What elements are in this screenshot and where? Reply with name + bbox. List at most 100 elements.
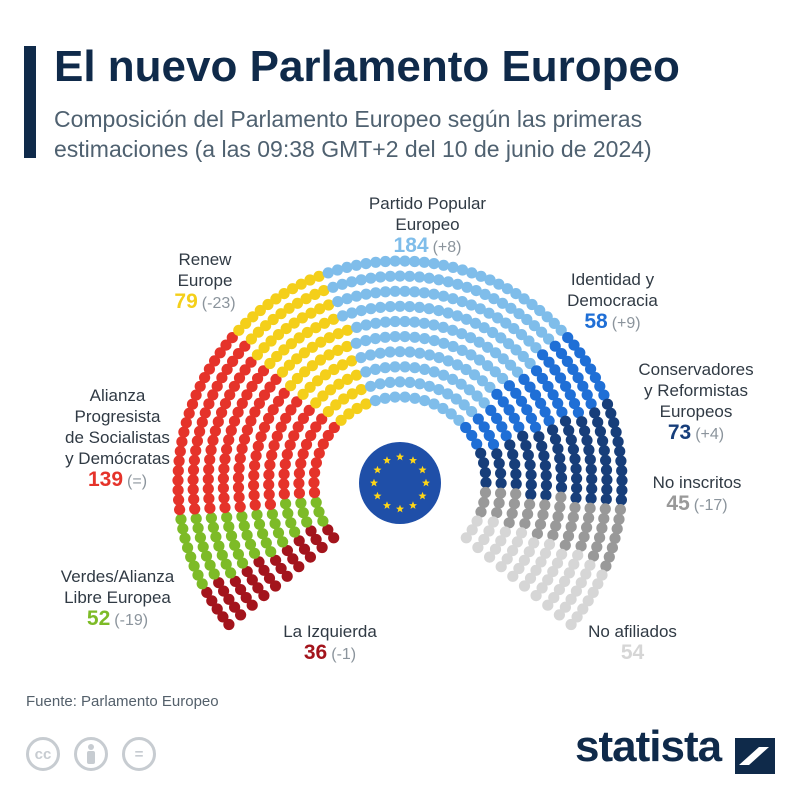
seat-party-2 (285, 404, 297, 416)
seat-party-4 (505, 359, 517, 371)
chart-subtitle: Composición del Parlamento Europeo según… (54, 106, 652, 162)
seat-party-3 (306, 360, 318, 372)
seat-party-4 (341, 261, 353, 273)
seat-party-2 (228, 380, 240, 392)
seat-party-4 (478, 397, 490, 409)
seat-party-6 (586, 483, 598, 495)
label-id-change: (+9) (611, 315, 641, 332)
seat-party-4 (428, 288, 440, 300)
seat-party-0 (258, 590, 270, 602)
seat-party-2 (241, 424, 253, 436)
seat-party-8 (523, 546, 535, 558)
seat-party-8 (575, 577, 587, 589)
label-ecr-name-2: y Reformistas (644, 381, 748, 400)
seat-party-5 (466, 429, 478, 442)
seat-party-4 (456, 328, 468, 340)
seat-party-2 (174, 445, 186, 457)
seat-party-6 (601, 474, 613, 486)
seat-party-1 (297, 507, 309, 519)
seat-party-4 (384, 346, 396, 358)
seat-party-5 (589, 372, 602, 384)
seat-party-0 (253, 556, 265, 568)
seat-party-2 (209, 425, 221, 437)
seat-party-4 (456, 296, 468, 308)
seat-party-5 (581, 389, 593, 401)
seat-party-2 (310, 457, 322, 469)
seat-party-4 (350, 337, 362, 349)
seat-party-8 (472, 541, 484, 554)
seat-party-2 (268, 440, 280, 452)
seat-party-2 (203, 493, 215, 505)
seat-party-8 (530, 590, 542, 602)
seat-party-4 (331, 264, 344, 276)
seat-party-8 (495, 561, 507, 573)
seat-party-6 (589, 407, 601, 419)
seat-party-4 (474, 303, 486, 315)
seat-party-4 (433, 384, 445, 396)
no-derivatives-icon[interactable]: = (122, 737, 156, 771)
seat-party-4 (447, 293, 459, 305)
seat-party-2 (252, 372, 264, 385)
seat-party-8 (524, 572, 537, 584)
seat-party-6 (522, 449, 534, 461)
seat-party-2 (241, 389, 253, 401)
seat-party-6 (507, 448, 519, 461)
seat-party-4 (384, 376, 396, 388)
seat-party-7 (552, 510, 564, 523)
seat-party-8 (513, 562, 525, 575)
seat-party-6 (495, 477, 507, 489)
label-ecr-name-1: Conservadores (638, 360, 754, 379)
label-izquierda-change: (-1) (331, 646, 357, 663)
seat-party-4 (399, 315, 411, 328)
seat-party-5 (500, 430, 512, 442)
label-sd-name-4: y Demócratas (65, 449, 170, 468)
seat-party-2 (227, 355, 239, 367)
seat-party-4 (468, 369, 481, 381)
seat-party-2 (234, 452, 246, 464)
seat-party-2 (280, 412, 292, 424)
seat-party-6 (584, 454, 596, 466)
attribution-person-icon[interactable] (74, 737, 108, 771)
seat-party-2 (216, 406, 228, 419)
seat-party-2 (249, 499, 261, 511)
seat-party-1 (251, 509, 263, 521)
seat-party-4 (510, 288, 522, 300)
statista-logo-icon[interactable] (735, 738, 775, 774)
seat-party-4 (489, 366, 501, 378)
seat-party-8 (553, 609, 566, 621)
label-ecr: Conservadores y Reformistas Europeos 73(… (606, 359, 786, 445)
seat-party-2 (284, 439, 296, 451)
seat-party-4 (524, 357, 536, 370)
seat-party-6 (570, 492, 582, 504)
eu-star-icon (396, 504, 404, 513)
seat-party-8 (528, 537, 540, 549)
statista-logo-text[interactable]: statista (575, 722, 722, 771)
seat-party-7 (599, 503, 611, 515)
seat-party-4 (497, 353, 509, 365)
label-id-name-2: Democracia (567, 291, 658, 310)
seat-party-3 (327, 313, 340, 325)
seat-party-0 (258, 564, 270, 576)
seat-party-4 (515, 329, 528, 341)
seat-party-1 (277, 536, 289, 548)
seat-party-2 (293, 477, 305, 489)
seat-party-4 (409, 316, 421, 328)
seat-party-6 (585, 493, 597, 505)
seat-party-0 (270, 554, 282, 566)
seat-party-1 (282, 507, 294, 519)
seat-party-5 (510, 387, 522, 399)
seat-party-3 (325, 384, 337, 396)
seat-party-3 (297, 388, 309, 400)
seat-party-2 (202, 473, 214, 485)
seat-party-2 (189, 503, 201, 515)
seat-party-4 (336, 278, 348, 290)
cc-license-icon[interactable]: cc (26, 737, 60, 771)
seat-party-4 (370, 287, 382, 299)
seat-party-4 (438, 259, 450, 271)
seat-party-1 (248, 547, 261, 559)
seat-party-5 (585, 398, 597, 410)
seat-party-7 (606, 542, 619, 554)
seat-party-4 (379, 316, 391, 328)
seat-party-2 (239, 340, 251, 352)
seat-party-0 (275, 562, 287, 575)
